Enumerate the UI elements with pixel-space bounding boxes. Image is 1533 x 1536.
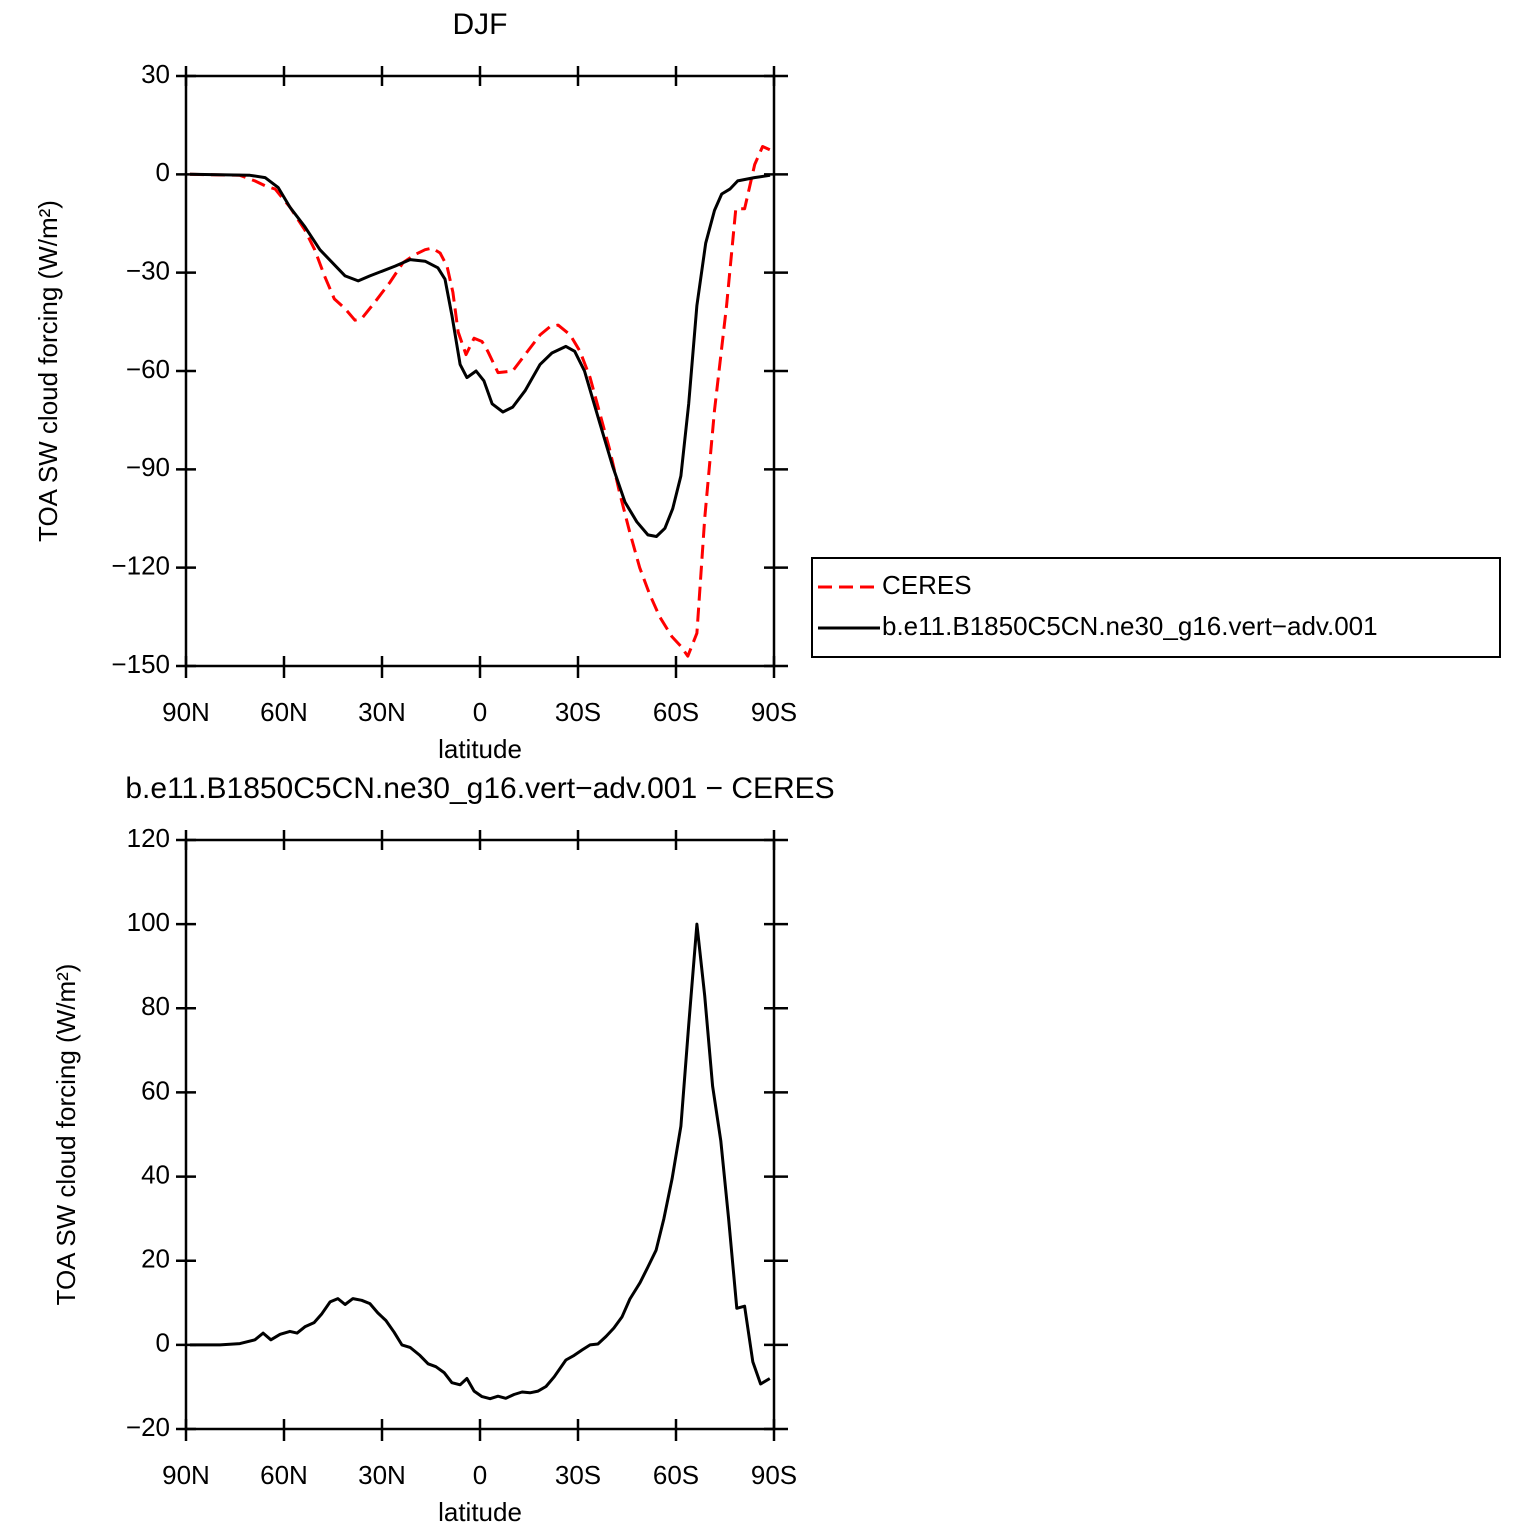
data-line [189,172,771,538]
chart-title: DJF [453,8,508,41]
x-tick-label: 60N [260,697,308,727]
x-tick-label: 90S [751,697,797,727]
y-axis-label: TOA SW cloud forcing (W/m²) [33,200,63,542]
x-tick-label: 90N [162,697,210,727]
x-axis-label: latitude [438,1497,522,1527]
y-tick-label: −90 [126,452,170,482]
y-tick-label: −60 [126,354,170,384]
y-tick-label: 40 [141,1159,170,1189]
plot-frame [184,74,776,668]
chart-title: b.e11.B1850C5CN.ne30_g16.vert−adv.001 − … [125,772,834,805]
plot-frame [184,838,776,1431]
x-tick-label: 30S [555,697,601,727]
legend-box [811,557,1501,658]
y-tick-label: 0 [156,1328,170,1358]
legend-label: CERES [882,570,972,600]
y-tick-label: 60 [141,1075,170,1105]
y-tick-label: −120 [111,551,170,581]
x-tick-label: 0 [473,697,487,727]
y-tick-label: 100 [127,907,170,937]
y-tick-label: 30 [141,59,170,89]
x-tick-label: 60S [653,697,699,727]
y-tick-label: 0 [156,157,170,187]
data-line [189,145,771,658]
x-tick-label: 60N [260,1460,308,1490]
y-tick-label: 120 [127,823,170,853]
y-tick-label: 20 [141,1244,170,1274]
data-line [189,922,771,1401]
x-tick-label: 0 [473,1460,487,1490]
legend-label: b.e11.B1850C5CN.ne30_g16.vert−adv.001 [882,611,1378,641]
y-tick-label: −30 [126,256,170,286]
x-tick-label: 30S [555,1460,601,1490]
x-tick-label: 30N [358,697,406,727]
x-tick-label: 90N [162,1460,210,1490]
y-axis-label: TOA SW cloud forcing (W/m²) [51,964,81,1306]
y-tick-label: 80 [141,991,170,1021]
x-axis-label: latitude [438,734,522,764]
x-tick-label: 30N [358,1460,406,1490]
y-tick-label: −20 [126,1412,170,1442]
y-tick-label: −150 [111,649,170,679]
x-tick-label: 60S [653,1460,699,1490]
x-tick-label: 90S [751,1460,797,1490]
